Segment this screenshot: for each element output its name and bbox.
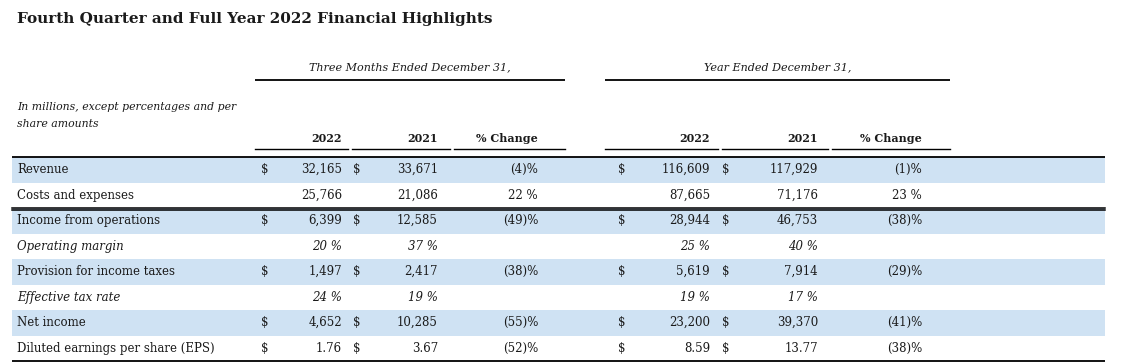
Text: 4,652: 4,652 [308,316,342,329]
Text: Fourth Quarter and Full Year 2022 Financial Highlights: Fourth Quarter and Full Year 2022 Financ… [17,12,493,26]
Text: 32,165: 32,165 [302,163,342,176]
Text: 33,671: 33,671 [397,163,438,176]
Bar [12,259,1105,285]
Text: 2021: 2021 [407,133,438,144]
Text: 12,585: 12,585 [397,214,438,227]
Text: 6,399: 6,399 [308,214,342,227]
Text: Year Ended December 31,: Year Ended December 31, [704,62,852,72]
Text: $: $ [353,163,360,176]
Text: Three Months Ended December 31,: Three Months Ended December 31, [309,62,511,72]
Text: Revenue: Revenue [17,163,69,176]
Text: 5,619: 5,619 [676,265,710,278]
Text: 19 %: 19 % [408,291,438,304]
Text: $: $ [353,316,360,329]
Text: Diluted earnings per share (EPS): Diluted earnings per share (EPS) [17,342,215,355]
Text: 25 %: 25 % [681,240,710,253]
Bar [12,233,1105,259]
Text: $: $ [722,163,729,176]
Text: 39,370: 39,370 [776,316,818,329]
Text: 17 %: 17 % [789,291,818,304]
Text: 10,285: 10,285 [397,316,438,329]
Text: 25,766: 25,766 [300,189,342,202]
Text: 23,200: 23,200 [669,316,710,329]
Text: $: $ [722,265,729,278]
Text: 21,086: 21,086 [397,189,438,202]
Text: 19 %: 19 % [681,291,710,304]
Text: (38)%: (38)% [886,214,922,227]
Text: 1,497: 1,497 [308,265,342,278]
Text: (55)%: (55)% [503,316,538,329]
Text: 22 %: 22 % [508,189,538,202]
Text: $: $ [618,214,626,227]
Text: % Change: % Change [861,133,922,144]
Text: 117,929: 117,929 [770,163,818,176]
Text: (41)%: (41)% [886,316,922,329]
Text: $: $ [261,342,269,355]
Text: Costs and expenses: Costs and expenses [17,189,134,202]
Text: In millions, except percentages and per: In millions, except percentages and per [17,102,236,112]
Text: 2022: 2022 [312,133,342,144]
Text: % Change: % Change [476,133,538,144]
Text: $: $ [353,265,360,278]
Text: 87,665: 87,665 [669,189,710,202]
Text: $: $ [353,342,360,355]
Bar [12,285,1105,310]
Text: 116,609: 116,609 [662,163,710,176]
Text: Net income: Net income [17,316,86,329]
Text: (52)%: (52)% [503,342,538,355]
Bar [12,183,1105,208]
Text: 8.59: 8.59 [684,342,710,355]
Text: Income from operations: Income from operations [17,214,160,227]
Text: $: $ [261,316,269,329]
Bar [12,208,1105,233]
Text: Provision for income taxes: Provision for income taxes [17,265,176,278]
Text: $: $ [261,265,269,278]
Text: $: $ [618,316,626,329]
Text: (49)%: (49)% [503,214,538,227]
Text: 13.77: 13.77 [784,342,818,355]
Bar [12,335,1105,361]
Text: Effective tax rate: Effective tax rate [17,291,120,304]
Text: (1)%: (1)% [894,163,922,176]
Text: $: $ [722,316,729,329]
Text: 2022: 2022 [680,133,710,144]
Text: $: $ [618,163,626,176]
Text: Operating margin: Operating margin [17,240,124,253]
Text: $: $ [618,342,626,355]
Text: 3.67: 3.67 [412,342,438,355]
Bar [12,310,1105,335]
Text: 7,914: 7,914 [784,265,818,278]
Text: 2,417: 2,417 [405,265,438,278]
Text: $: $ [618,265,626,278]
Text: 28,944: 28,944 [669,214,710,227]
Text: 71,176: 71,176 [777,189,818,202]
Text: 23 %: 23 % [892,189,922,202]
Text: (4)%: (4)% [510,163,538,176]
Text: $: $ [261,214,269,227]
Text: $: $ [722,214,729,227]
Text: 2021: 2021 [788,133,818,144]
Text: 40 %: 40 % [789,240,818,253]
Text: $: $ [722,342,729,355]
Text: (38)%: (38)% [503,265,538,278]
Text: 46,753: 46,753 [776,214,818,227]
Text: 20 %: 20 % [312,240,342,253]
Text: (29)%: (29)% [886,265,922,278]
Text: (38)%: (38)% [886,342,922,355]
Bar [12,157,1105,183]
Text: $: $ [353,214,360,227]
Text: share amounts: share amounts [17,119,99,129]
Text: 37 %: 37 % [408,240,438,253]
Text: 1.76: 1.76 [316,342,342,355]
Text: $: $ [261,163,269,176]
Text: 24 %: 24 % [312,291,342,304]
